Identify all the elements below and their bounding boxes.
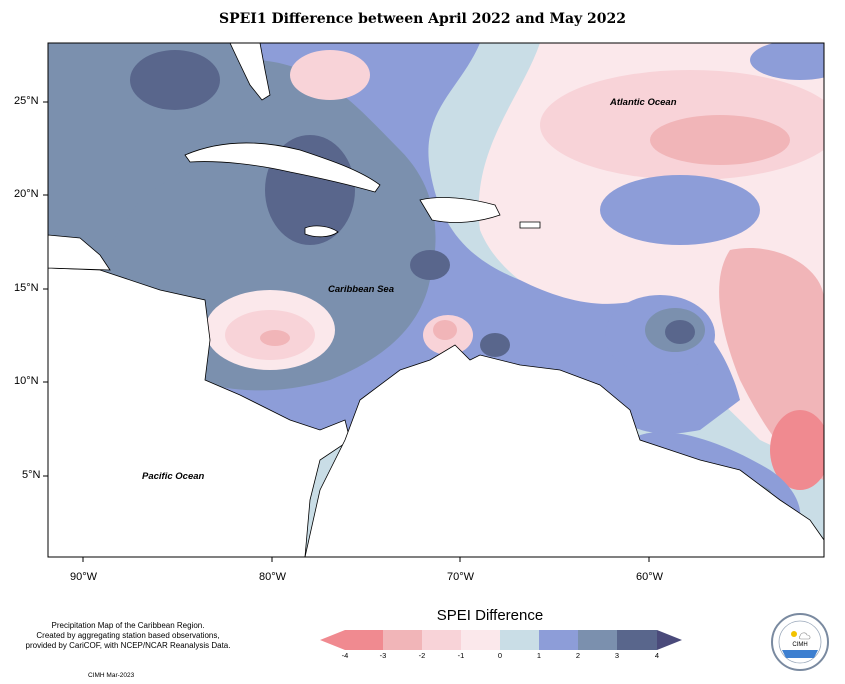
legend-swatch [461, 630, 500, 650]
map-title: SPEI1 Difference between April 2022 and … [218, 11, 626, 27]
credit-line-2: Created by aggregating station based obs… [36, 631, 220, 640]
legend-cap-right [657, 630, 682, 650]
legend-swatch [345, 630, 383, 650]
lat-label-15n: 15°N [14, 282, 39, 294]
credit-line-3: provided by CariCOF, with NCEP/NCAR Rean… [25, 641, 231, 650]
lat-label-10n: 10°N [14, 375, 39, 387]
credit-line-1: Precipitation Map of the Caribbean Regio… [51, 621, 205, 630]
legend-swatch [617, 630, 657, 650]
cloud-icon [799, 632, 811, 640]
lon-label-90w: 90°W [70, 571, 98, 583]
legend-tick: 2 [575, 651, 581, 660]
legend-tick: -2 [418, 651, 426, 660]
legend-tick: -1 [457, 651, 465, 660]
logo-text: CIMH [792, 642, 807, 648]
credit-date: CIMH Mar-2023 [88, 672, 135, 679]
legend-colorbar [320, 630, 682, 650]
legend-tick: -3 [379, 651, 387, 660]
land-masses [48, 43, 824, 557]
atlantic-ocean-label: Atlantic Ocean [610, 97, 677, 108]
pacific-ocean-label: Pacific Ocean [142, 471, 205, 482]
legend-swatch [422, 630, 461, 650]
water-icon [782, 650, 818, 658]
caribbean-sea-label: Caribbean Sea [328, 284, 394, 295]
map-frame [47, 42, 825, 558]
legend-tick: 4 [654, 651, 660, 660]
lon-label-70w: 70°W [447, 571, 475, 583]
axis-ticks [43, 101, 650, 562]
sun-icon [791, 631, 797, 637]
legend-swatch [500, 630, 539, 650]
legend-swatch [578, 630, 617, 650]
legend-swatch [383, 630, 422, 650]
lat-label-25n: 25°N [14, 95, 39, 107]
legend-title: SPEI Difference [436, 607, 544, 624]
legend-tick: 3 [614, 651, 620, 660]
legend-tick: 1 [536, 651, 542, 660]
legend-tick: -4 [341, 651, 349, 660]
lon-label-80w: 80°W [259, 571, 287, 583]
legend-swatch [539, 630, 578, 650]
credit-text: Precipitation Map of the Caribbean Regio… [8, 621, 248, 651]
legend-cap-left [320, 630, 345, 650]
cimh-logo: CIMH [771, 613, 829, 671]
legend-tick: 0 [497, 651, 503, 660]
lat-label-20n: 20°N [14, 188, 39, 200]
lat-label-5n: 5°N [22, 469, 41, 481]
lon-label-60w: 60°W [636, 571, 664, 583]
